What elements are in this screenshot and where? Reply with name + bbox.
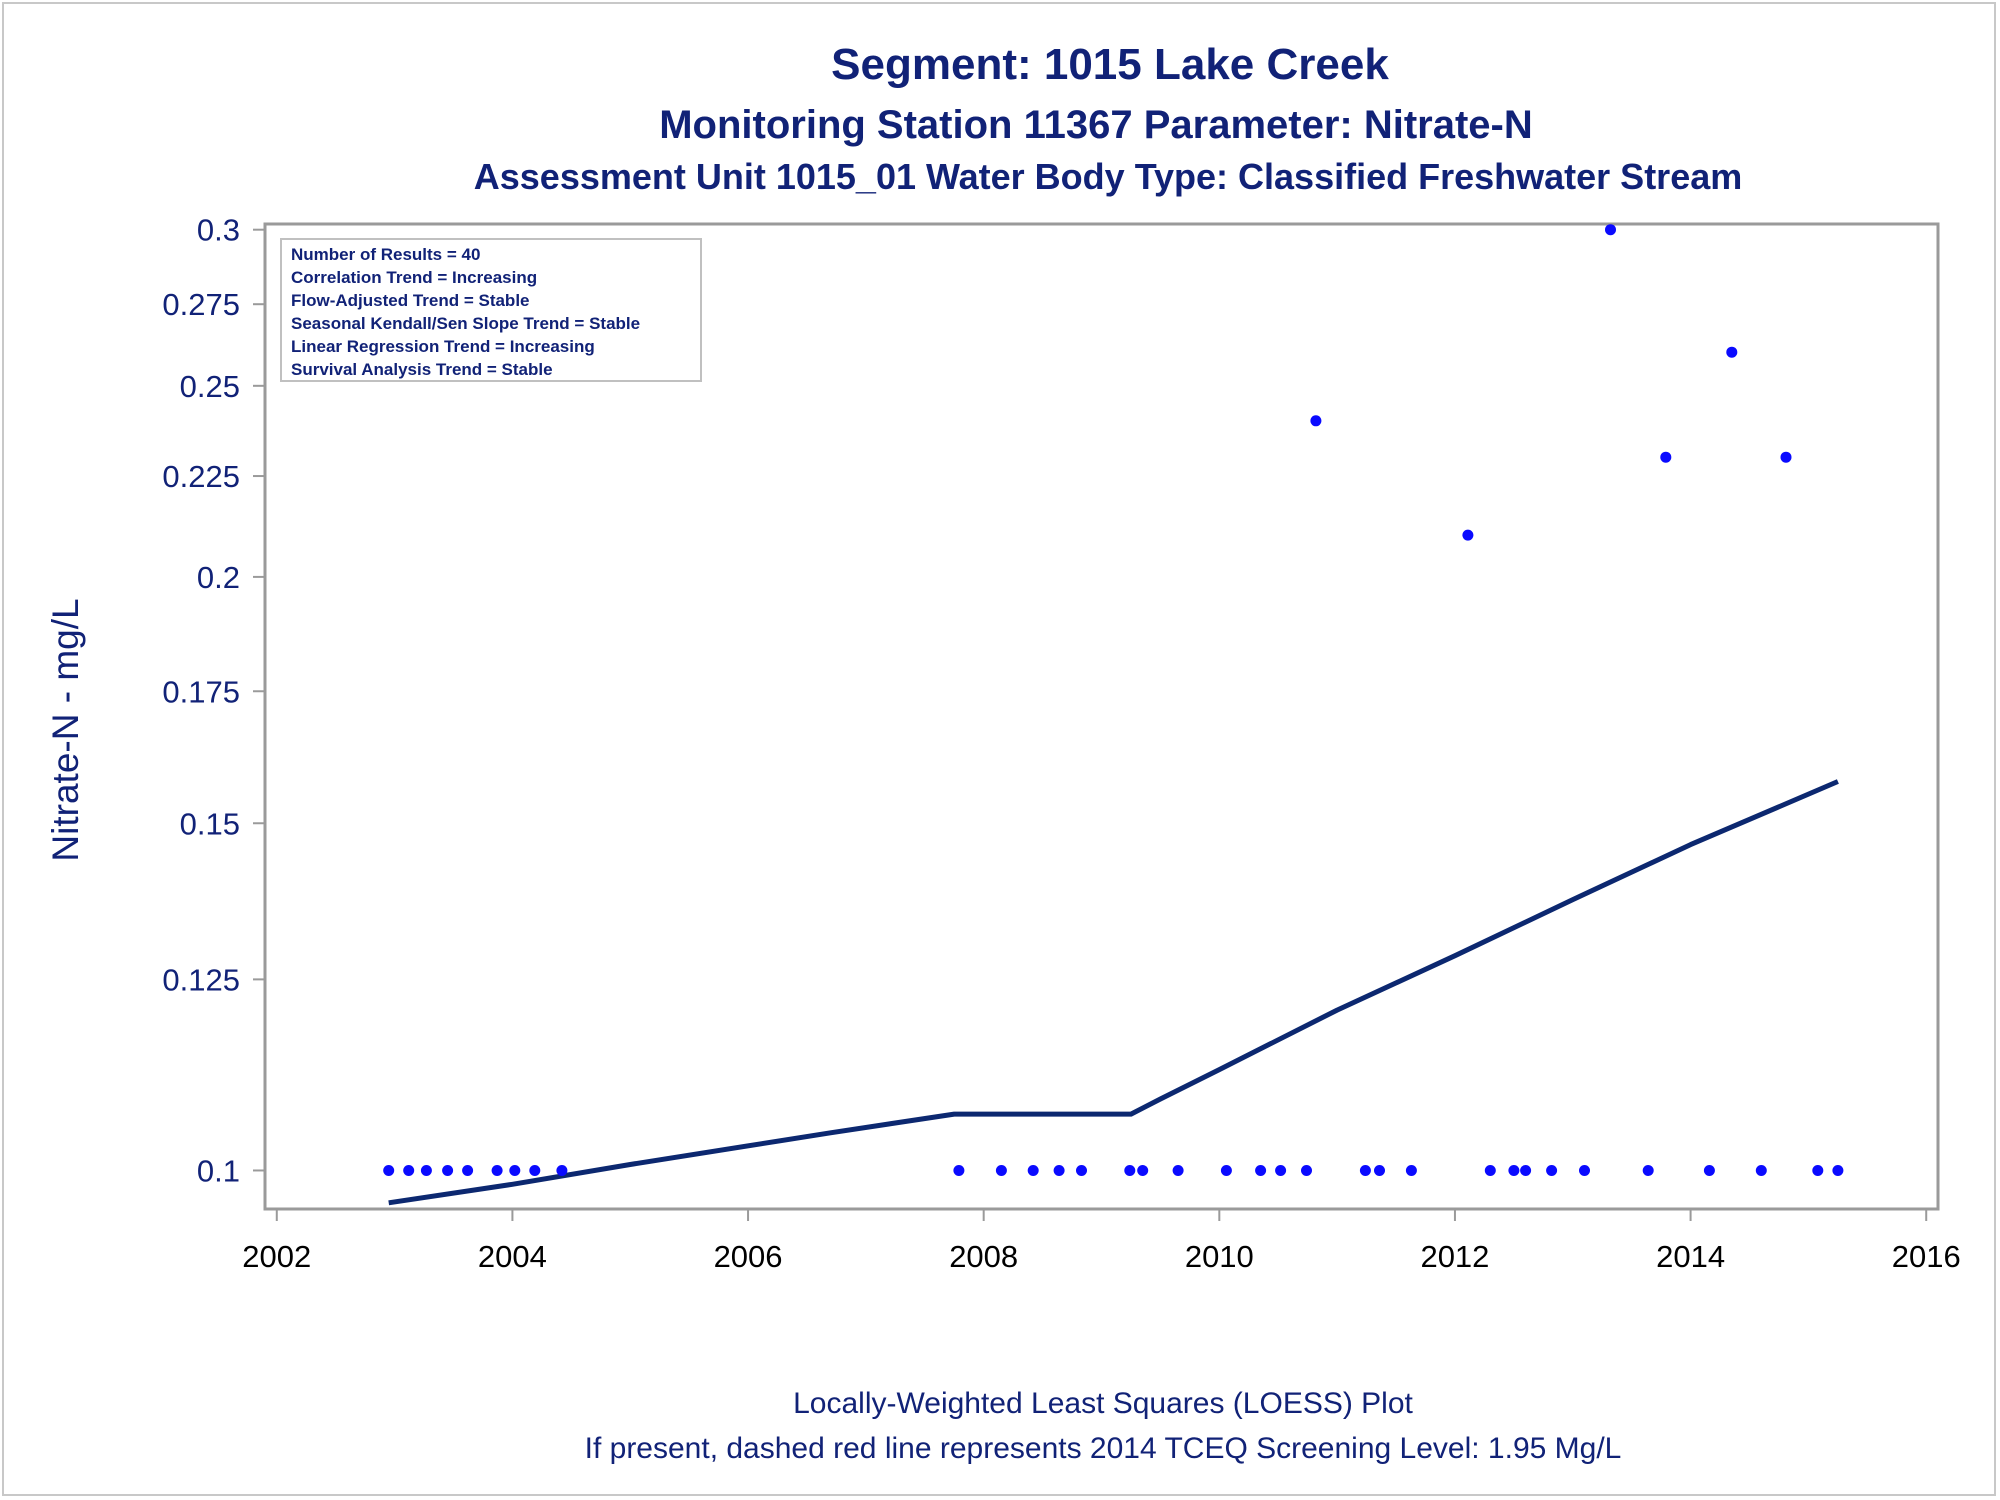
data-point bbox=[1508, 1165, 1520, 1176]
y-tick-label: 0.3 bbox=[197, 213, 240, 248]
stats-box-border bbox=[280, 238, 702, 382]
data-point bbox=[442, 1165, 454, 1176]
footnote-2: If present, dashed red line represents 2… bbox=[585, 1432, 1622, 1465]
y-tick-label: 0.225 bbox=[162, 459, 240, 494]
data-point bbox=[1462, 529, 1474, 541]
data-point bbox=[1310, 415, 1322, 427]
y-tick-label: 0.275 bbox=[162, 287, 240, 322]
data-point bbox=[1832, 1165, 1844, 1176]
chart-subtitle-2: Assessment Unit 1015_01 Water Body Type:… bbox=[474, 156, 1743, 197]
stats-line: Seasonal Kendall/Sen Slope Trend = Stabl… bbox=[291, 314, 640, 333]
data-point bbox=[1546, 1165, 1558, 1176]
chart-series bbox=[383, 224, 1844, 1206]
data-point bbox=[1220, 1165, 1232, 1176]
x-tick-label: 2002 bbox=[242, 1239, 311, 1274]
data-point bbox=[491, 1165, 503, 1176]
data-point bbox=[1359, 1165, 1371, 1176]
stats-line: Flow-Adjusted Trend = Stable bbox=[291, 291, 530, 310]
chart-title: Segment: 1015 Lake Creek bbox=[831, 40, 1389, 89]
y-tick-label: 0.1 bbox=[197, 1153, 240, 1188]
y-tick-label: 0.25 bbox=[180, 369, 240, 404]
data-point bbox=[529, 1165, 541, 1176]
loess-line bbox=[388, 779, 1839, 1206]
data-point bbox=[1755, 1165, 1767, 1176]
data-point bbox=[1137, 1165, 1149, 1176]
data-point bbox=[1579, 1165, 1590, 1176]
x-tick-label: 2010 bbox=[1185, 1239, 1254, 1274]
data-point bbox=[1124, 1165, 1136, 1176]
y-axis: 0.1 0.125 0.15 0.175 0.2 0.225 0.25 0.275 0.3 bbox=[162, 213, 265, 1188]
data-point bbox=[1726, 346, 1738, 358]
stats-line: Survival Analysis Trend = Stable bbox=[291, 360, 553, 379]
data-point bbox=[1605, 224, 1616, 236]
data-point bbox=[1275, 1165, 1287, 1176]
data-point bbox=[1703, 1165, 1715, 1176]
stats-line: Correlation Trend = Increasing bbox=[291, 268, 537, 287]
data-point bbox=[1780, 451, 1792, 463]
data-point bbox=[509, 1165, 521, 1176]
y-tick-label: 0.15 bbox=[180, 806, 240, 841]
data-point bbox=[995, 1165, 1007, 1176]
data-point bbox=[420, 1165, 432, 1176]
data-point bbox=[1301, 1165, 1312, 1176]
data-point bbox=[953, 1165, 965, 1176]
data-point bbox=[1053, 1165, 1065, 1176]
stats-box: Number of Results = 40 Correlation Trend… bbox=[280, 238, 702, 382]
y-axis-label: Nitrate-N - mg/L bbox=[45, 598, 86, 861]
stats-line: Linear Regression Trend = Increasing bbox=[291, 337, 595, 356]
y-tick-label: 0.175 bbox=[162, 674, 240, 709]
x-tick-label: 2014 bbox=[1656, 1239, 1725, 1274]
y-tick-label: 0.125 bbox=[162, 962, 240, 997]
chart-subtitle: Monitoring Station 11367 Parameter: Nitr… bbox=[659, 103, 1533, 147]
x-tick-label: 2016 bbox=[1892, 1239, 1961, 1274]
y-tick-label: 0.2 bbox=[197, 560, 240, 595]
data-point bbox=[403, 1165, 415, 1176]
data-point bbox=[1255, 1165, 1267, 1176]
data-point bbox=[462, 1165, 474, 1176]
chart-titles: Segment: 1015 Lake Creek Monitoring Stat… bbox=[474, 40, 1743, 197]
x-tick-label: 2012 bbox=[1420, 1239, 1489, 1274]
data-point bbox=[1520, 1165, 1532, 1176]
stats-line: Number of Results = 40 bbox=[291, 245, 480, 264]
data-point bbox=[1076, 1165, 1087, 1176]
data-point bbox=[1484, 1165, 1496, 1176]
x-axis: 2002 2004 2006 2008 2010 2012 2014 2016 bbox=[242, 1209, 1961, 1274]
data-point bbox=[383, 1165, 395, 1176]
footnote-1: Locally-Weighted Least Squares (LOESS) P… bbox=[793, 1387, 1413, 1420]
data-point bbox=[1027, 1165, 1039, 1176]
x-tick-label: 2008 bbox=[949, 1239, 1018, 1274]
data-point bbox=[556, 1165, 568, 1176]
x-tick-label: 2006 bbox=[714, 1239, 783, 1274]
x-tick-label: 2004 bbox=[478, 1239, 547, 1274]
data-point bbox=[1642, 1165, 1654, 1176]
plot-area bbox=[263, 222, 1940, 1211]
data-point bbox=[1405, 1165, 1417, 1176]
footnotes: Locally-Weighted Least Squares (LOESS) P… bbox=[585, 1387, 1622, 1465]
data-point bbox=[1172, 1165, 1184, 1176]
data-point bbox=[1660, 451, 1672, 463]
data-point bbox=[1374, 1165, 1385, 1176]
data-point bbox=[1812, 1165, 1824, 1176]
